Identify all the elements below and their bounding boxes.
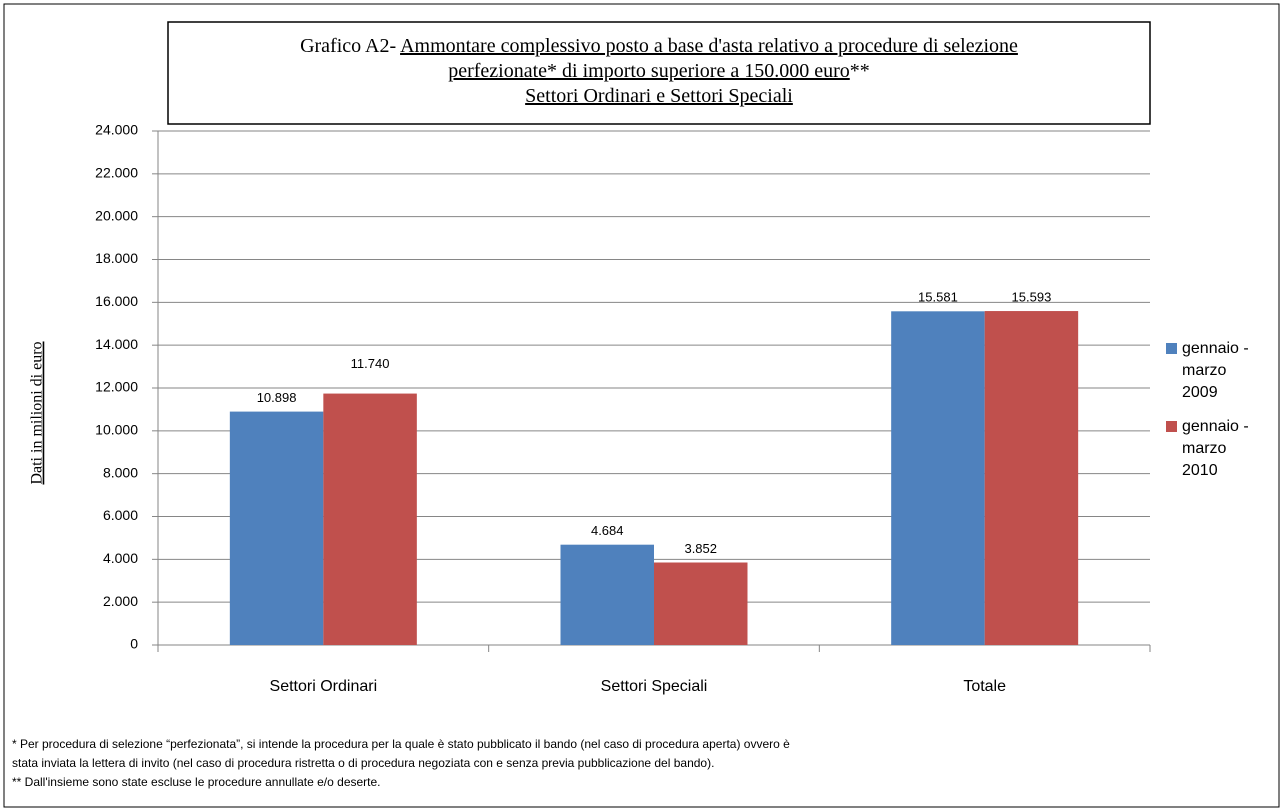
y-tick-label: 12.000 bbox=[95, 379, 138, 395]
bar bbox=[323, 393, 417, 645]
x-tick-label: Totale bbox=[963, 678, 1006, 695]
legend: gennaio - marzo 2009 gennaio - marzo 2010 bbox=[1166, 338, 1266, 494]
note: * Per procedura di selezione “perfeziona… bbox=[12, 737, 790, 751]
x-tick-label: Settori Ordinari bbox=[270, 678, 378, 695]
y-tick-label: 6.000 bbox=[103, 507, 138, 523]
legend-item: gennaio - marzo 2010 bbox=[1166, 416, 1266, 482]
y-tick-label: 0 bbox=[130, 636, 138, 652]
bar bbox=[984, 311, 1079, 645]
legend-label: gennaio - marzo 2010 bbox=[1182, 418, 1249, 479]
y-tick-label: 10.000 bbox=[95, 422, 138, 438]
bar bbox=[229, 411, 324, 645]
value-label: 15.593 bbox=[1012, 289, 1052, 304]
legend-label: gennaio - marzo 2009 bbox=[1182, 340, 1249, 401]
chart-title: Settori Ordinari e Settori Speciali bbox=[525, 85, 793, 107]
y-tick-label: 22.000 bbox=[95, 165, 138, 181]
bar bbox=[560, 544, 654, 645]
value-label: 15.581 bbox=[918, 290, 958, 305]
chart-title: perfezionate* di importo superiore a 150… bbox=[448, 60, 870, 82]
bar bbox=[891, 311, 985, 645]
bar bbox=[654, 562, 748, 645]
title-part: Ammontare complessivo posto a base d'ast… bbox=[400, 35, 1018, 57]
value-label: 4.684 bbox=[591, 523, 624, 538]
legend-item: gennaio - marzo 2009 bbox=[1166, 338, 1266, 404]
title-box bbox=[167, 21, 1151, 125]
legend-swatch bbox=[1166, 421, 1177, 432]
title-part: ** bbox=[850, 60, 870, 82]
title-part: perfezionate* di importo superiore a 150… bbox=[448, 60, 850, 82]
value-label: 3.852 bbox=[684, 541, 717, 556]
y-tick-label: 24.000 bbox=[95, 122, 138, 138]
y-tick-label: 8.000 bbox=[103, 464, 138, 480]
value-label: 11.740 bbox=[351, 356, 390, 371]
y-tick-label: 2.000 bbox=[103, 593, 138, 609]
outer-border bbox=[3, 3, 1280, 808]
y-tick-label: 20.000 bbox=[95, 207, 138, 223]
notes: * Per procedura di selezione “perfeziona… bbox=[12, 735, 790, 792]
value-label: 10.898 bbox=[257, 390, 297, 405]
y-tick-label: 18.000 bbox=[95, 250, 138, 266]
note: stata inviata la lettera di invito (nel … bbox=[12, 756, 715, 770]
note: ** Dall'insieme sono state escluse le pr… bbox=[12, 775, 381, 789]
x-tick-label: Settori Speciali bbox=[601, 678, 708, 695]
title-part: Settori Ordinari e Settori Speciali bbox=[525, 85, 793, 107]
legend-swatch bbox=[1166, 343, 1177, 354]
title-part: Grafico A2- bbox=[300, 35, 400, 57]
y-tick-label: 14.000 bbox=[95, 336, 138, 352]
y-tick-label: 4.000 bbox=[103, 550, 138, 566]
y-axis-label: Dati in milioni di euro bbox=[29, 341, 46, 484]
y-tick-label: 16.000 bbox=[95, 293, 138, 309]
chart-title: Grafico A2- Ammontare complessivo posto … bbox=[300, 35, 1018, 57]
